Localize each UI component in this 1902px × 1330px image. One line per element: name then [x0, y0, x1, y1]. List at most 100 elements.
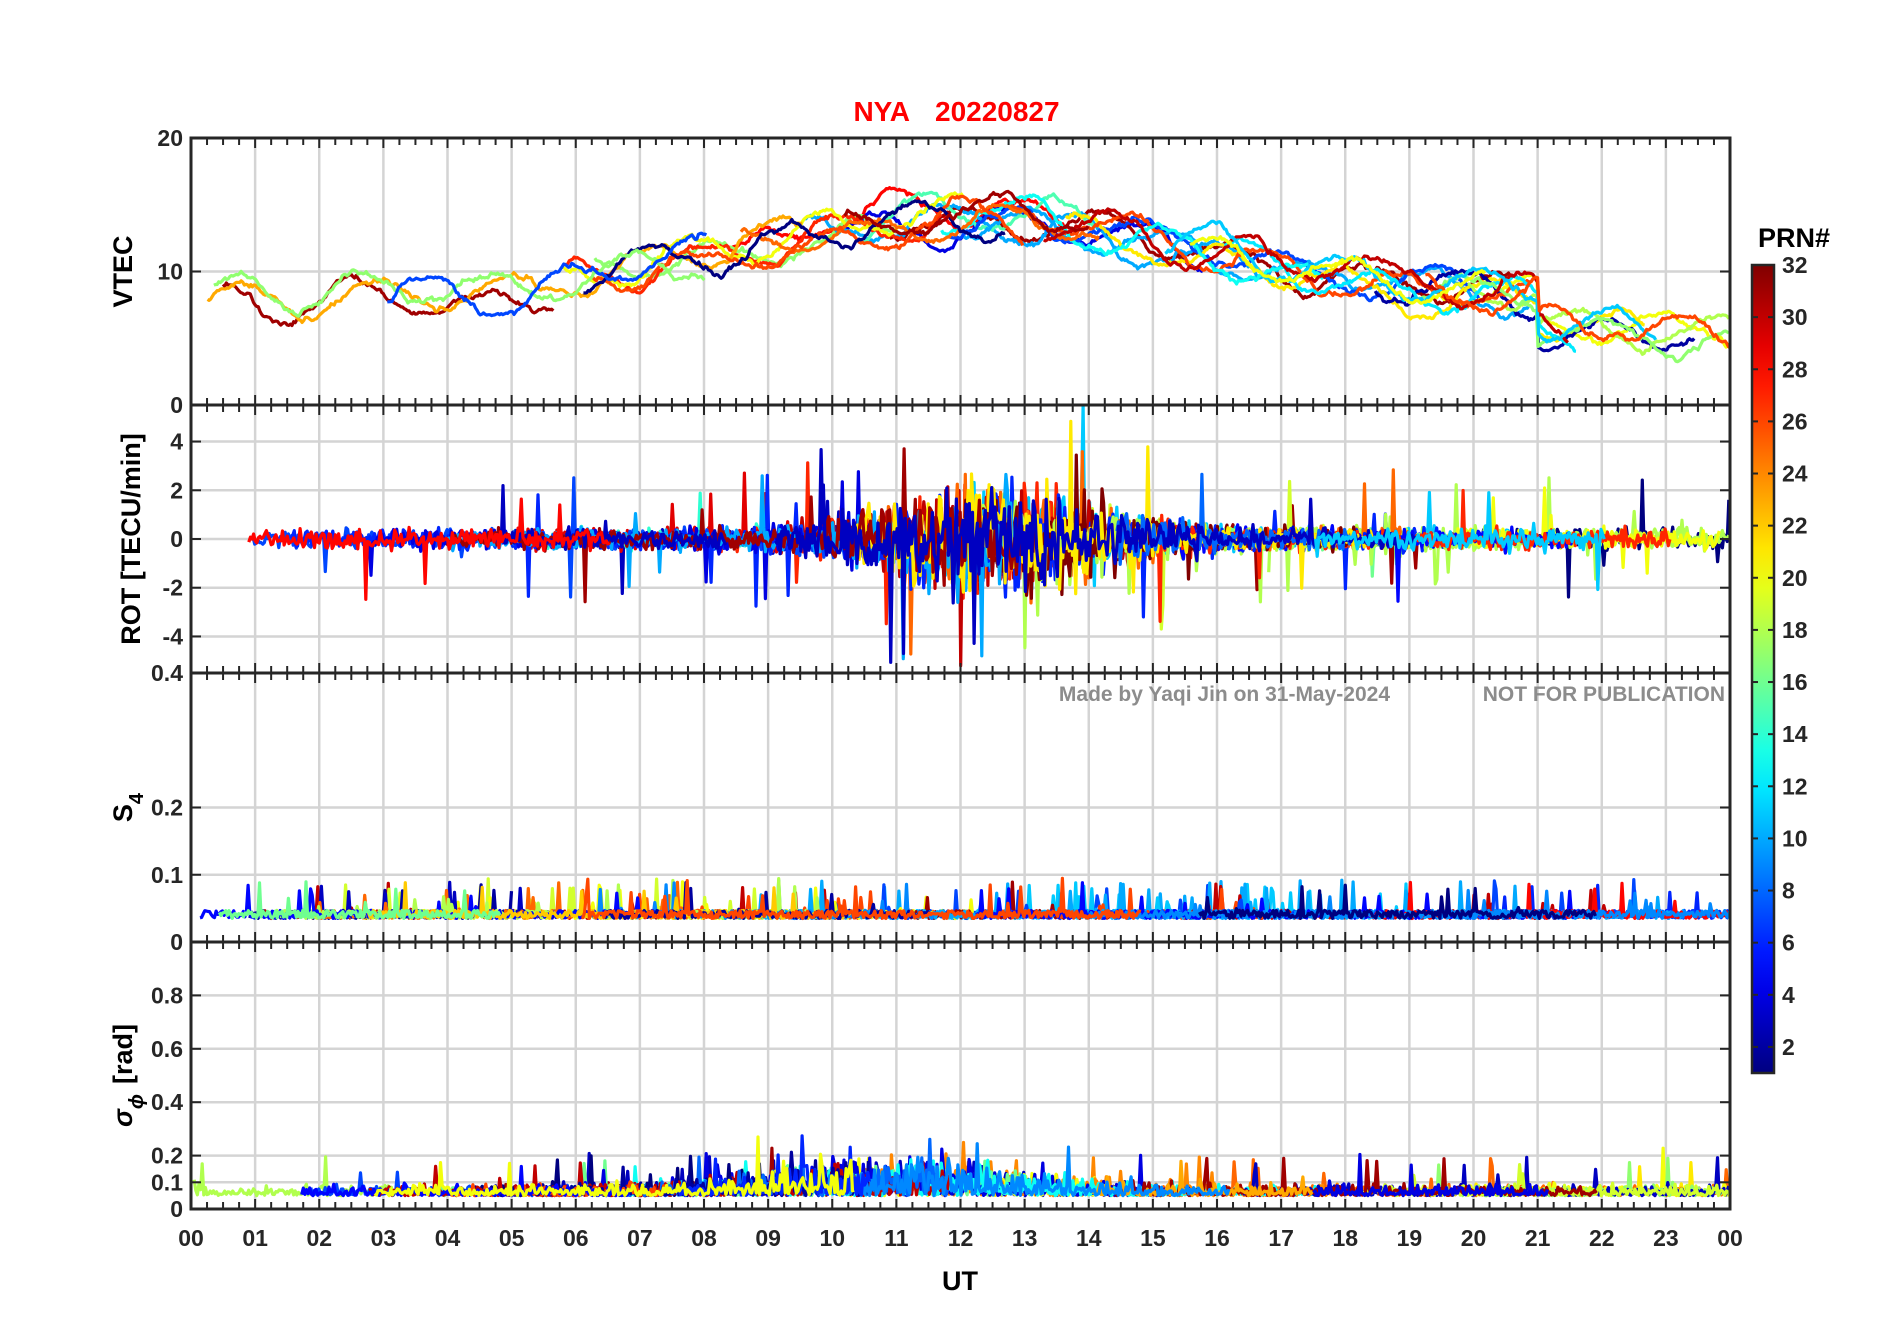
series-line-prn-7 [387, 231, 708, 318]
series-line-prn-10 [446, 472, 1018, 661]
y-axis-label-main: VTEC [108, 235, 138, 307]
watermark-notice: NOT FOR PUBLICATION [1483, 683, 1725, 706]
x-axis-label: UT [942, 1266, 978, 1296]
x-tick-label: 17 [1268, 1225, 1294, 1251]
series-group [192, 1134, 1730, 1198]
y-axis-label-main: S [108, 804, 138, 822]
series-line-prn-28 [247, 497, 611, 601]
series-group [247, 405, 1730, 668]
colorbar-tick-label: 18 [1782, 617, 1808, 643]
colorbar-tick-label: 30 [1782, 304, 1808, 330]
x-tick-label: 00 [178, 1225, 204, 1251]
series-line-prn-31 [445, 447, 1023, 604]
colorbar-tick-label: 22 [1782, 513, 1808, 539]
y-axis-label: VTEC [108, 235, 138, 307]
x-tick-label: 04 [435, 1225, 461, 1251]
title-date: 20220827 [935, 96, 1060, 127]
x-tick-label: 11 [884, 1225, 909, 1251]
x-axis: 00 01 02 03 04 05 06 07 08 09 10 11 12 13 14 15 16 17 18 19… [178, 1225, 1743, 1251]
series-line-prn-26 [581, 876, 1142, 921]
series-line-prn-23 [206, 214, 803, 324]
panel-1: 0 10 20 VTEC [108, 125, 1732, 418]
x-tick-label: 23 [1653, 1225, 1679, 1251]
series-group [199, 876, 1730, 921]
y-tick-label: 20 [157, 125, 183, 151]
series-line-prn-11 [1314, 491, 1606, 592]
y-tick-label: 0.1 [151, 862, 183, 888]
x-tick-label: 03 [371, 1225, 397, 1251]
series-line-prn-20 [560, 191, 964, 289]
x-tick-label: 22 [1589, 1225, 1615, 1251]
series-line-prn-9 [822, 1142, 1231, 1198]
series-line-prn-4 [1312, 1152, 1549, 1198]
series-line-prn-17 [1411, 272, 1730, 364]
y-tick-label: 0 [170, 1196, 183, 1222]
series-line-prn-30 [1042, 207, 1569, 344]
series-line-prn-20 [1189, 235, 1487, 305]
colorbar-tick-label: 26 [1782, 408, 1808, 434]
series-line-prn-26 [1425, 272, 1730, 350]
series-line-prn-31 [843, 189, 1090, 237]
x-tick-label: 00 [1717, 1225, 1743, 1251]
series-line-prn-25 [739, 203, 1100, 255]
y-axis-label-unit: [rad] [108, 1024, 138, 1084]
x-tick-label: 06 [563, 1225, 589, 1251]
colorbar-tick-label: 12 [1782, 773, 1808, 799]
y-axis-label-main: ROT [TECU/min] [116, 433, 146, 644]
colorbar-frame [1750, 263, 1776, 1075]
colorbar-gradient [1752, 265, 1774, 1073]
series-line-prn-23 [1088, 1159, 1314, 1198]
colorbar-tick-label: 28 [1782, 356, 1808, 382]
y-axis-label: ROT [TECU/min] [116, 433, 146, 644]
series-line-prn-11 [1164, 219, 1658, 344]
colorbar-tick-label: 2 [1782, 1034, 1795, 1060]
x-tick-label: 09 [755, 1225, 781, 1251]
panel-2: -4 -2 0 2 4 ROT [TECU/min] [116, 403, 1732, 675]
y-tick-label: 0.4 [151, 1089, 183, 1115]
series-line-prn-3 [492, 484, 728, 552]
x-tick-label: 10 [819, 1225, 845, 1251]
x-tick-label: 07 [627, 1225, 653, 1251]
y-tick-label: 0.2 [151, 795, 183, 821]
y-tick-label: 0.8 [151, 982, 183, 1008]
x-tick-label: 02 [306, 1225, 332, 1251]
y-axis-label: S4 [108, 792, 148, 822]
colorbar-tick-label: 4 [1782, 982, 1795, 1008]
y-tick-label: -4 [163, 623, 184, 649]
x-tick-label: 18 [1332, 1225, 1358, 1251]
x-tick-label: 15 [1140, 1225, 1166, 1251]
x-tick-label: 14 [1076, 1225, 1102, 1251]
colorbar-tick-label: 8 [1782, 878, 1795, 904]
colorbar-label: PRN# [1758, 223, 1830, 253]
y-tick-label: 10 [157, 259, 183, 285]
y-tick-label: 0.1 [151, 1169, 183, 1195]
x-tick-label: 05 [499, 1225, 525, 1251]
colorbar-tick-label: 10 [1782, 825, 1808, 851]
series-line-prn-20 [373, 1135, 855, 1198]
series-line-prn-10 [803, 202, 1260, 279]
y-tick-label: 0.6 [151, 1036, 183, 1062]
watermark-author: Made by Yaqi Jin on 31-May-2024 [1059, 683, 1390, 706]
panel-4: 00.10.2 0.4 0.6 0.8 σϕ [rad] [108, 940, 1732, 1222]
x-tick-label: 13 [1012, 1225, 1038, 1251]
series-line-prn-17 [213, 248, 706, 318]
series-line-prn-13 [940, 193, 1325, 286]
colorbar-tick-label: 24 [1782, 461, 1808, 487]
y-tick-label: 0 [170, 929, 183, 955]
y-tick-label: -2 [163, 575, 183, 601]
series-line-prn-3 [773, 483, 1417, 664]
colorbar-tick-label: 16 [1782, 669, 1808, 695]
y-tick-label: 0 [170, 392, 183, 418]
x-tick-label: 16 [1204, 1225, 1230, 1251]
x-tick-label: 19 [1397, 1225, 1423, 1251]
y-tick-label: 0.4 [151, 660, 183, 686]
y-axis-label: σϕ [rad] [108, 1024, 148, 1127]
x-tick-label: 21 [1525, 1225, 1551, 1251]
x-tick-label: 20 [1461, 1225, 1487, 1251]
y-tick-label: 4 [170, 429, 183, 455]
series-line-prn-16 [217, 880, 502, 921]
title-station: NYA [853, 96, 910, 127]
